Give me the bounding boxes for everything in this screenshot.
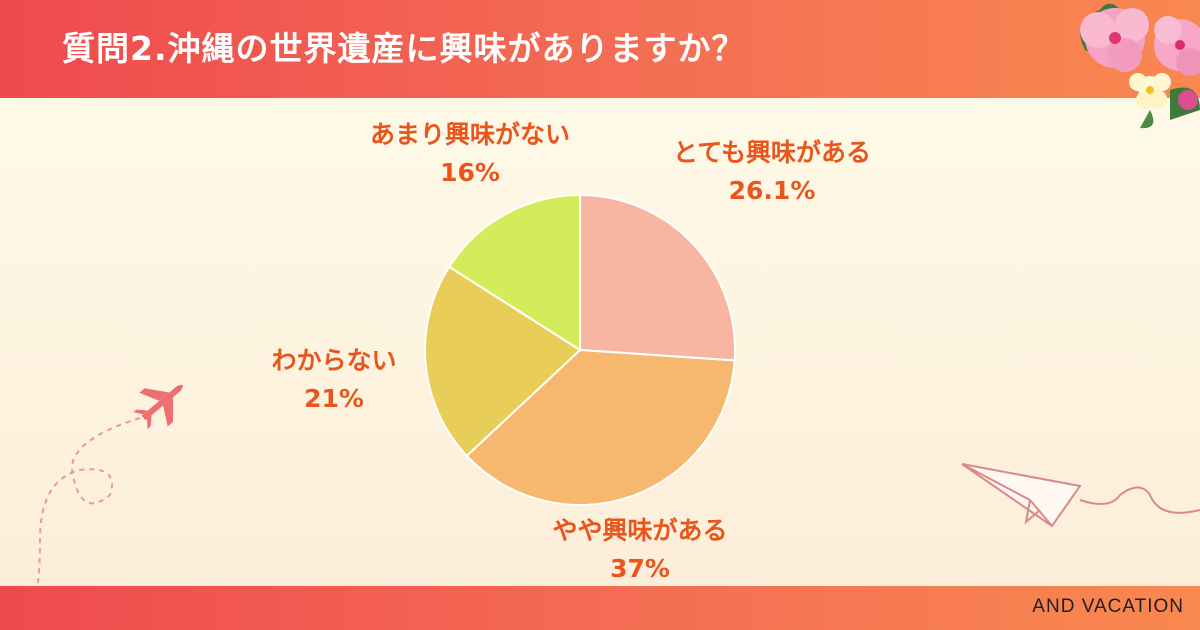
- slice-label: あまり興味がない 16%: [370, 116, 570, 192]
- slice-label: やや興味がある 37%: [552, 512, 727, 588]
- slice-category-label: わからない: [271, 346, 397, 375]
- slice-value-label: 37%: [610, 554, 670, 583]
- slice-value-label: 16%: [440, 158, 500, 187]
- slice-label: とても興味がある 26.1%: [673, 134, 871, 210]
- pie-slice: [465, 348, 736, 506]
- header-bar: 質問2.沖縄の世界遺産に興味がありますか？: [0, 0, 1200, 98]
- brand-name: AND VACATION: [1032, 596, 1184, 617]
- airplane-icon: [133, 384, 183, 429]
- slice-label: わからない 21%: [271, 342, 396, 418]
- slice-category-label: やや興味がある: [552, 516, 728, 545]
- footer-bar: [0, 586, 1200, 630]
- chart-title: 質問2.沖縄の世界遺産に興味がありますか？: [62, 29, 746, 68]
- pie-slice: [447, 193, 581, 352]
- slice-value-label: 21%: [304, 384, 364, 413]
- slice-category-label: とても興味がある: [672, 138, 872, 167]
- pie-slice: [579, 193, 736, 362]
- pie-slice: [424, 265, 582, 458]
- slice-category-label: あまり興味がない: [369, 120, 571, 149]
- paper-plane-icon: [961, 463, 1200, 528]
- hibiscus-flower-icon: [1080, 3, 1200, 129]
- slice-value-label: 26.1%: [728, 176, 816, 205]
